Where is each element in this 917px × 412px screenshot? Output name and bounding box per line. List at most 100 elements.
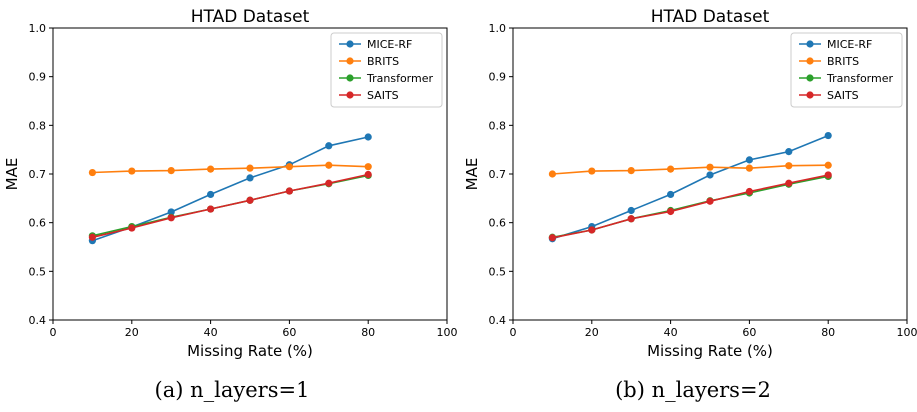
x-tick-label: 0 xyxy=(510,326,517,339)
x-tick-label: 0 xyxy=(50,326,57,339)
data-point xyxy=(167,166,175,175)
x-tick-label: 100 xyxy=(897,326,917,339)
data-point xyxy=(88,233,96,241)
y-tick-label: 0.9 xyxy=(489,71,507,84)
series-mice-rf xyxy=(548,131,832,243)
data-point xyxy=(627,206,635,215)
chart-title: HTAD Dataset xyxy=(651,7,770,27)
y-axis-label: MAE xyxy=(463,158,481,191)
data-point xyxy=(745,187,754,196)
series-line xyxy=(92,164,369,174)
data-point xyxy=(667,165,675,173)
legend-label: Transformer xyxy=(826,72,893,85)
x-tick-label: 60 xyxy=(282,326,296,339)
data-point xyxy=(588,167,596,175)
data-point xyxy=(627,215,635,223)
data-point xyxy=(745,156,754,164)
y-tick-label: 0.7 xyxy=(489,168,507,181)
x-tick-label: 40 xyxy=(204,326,218,339)
data-point xyxy=(246,174,254,182)
data-point xyxy=(325,142,333,150)
legend-label: BRITS xyxy=(827,55,859,68)
legend-box xyxy=(790,32,903,108)
data-point xyxy=(88,168,96,177)
legend-marker xyxy=(806,40,814,48)
y-tick-label: 0.8 xyxy=(489,119,507,132)
legend-label: SAITS xyxy=(827,89,859,102)
data-point xyxy=(588,226,596,234)
legend-marker xyxy=(806,74,814,82)
x-tick-label: 40 xyxy=(664,326,678,339)
legend-label: SAITS xyxy=(367,89,399,102)
series-line xyxy=(92,173,369,239)
legend-label: MICE-RF xyxy=(367,38,412,51)
y-tick-label: 1.0 xyxy=(29,22,47,35)
legend-label: Transformer xyxy=(366,72,433,85)
data-point xyxy=(785,148,793,156)
legend-marker xyxy=(346,74,354,82)
x-tick-label: 80 xyxy=(821,326,835,339)
data-point xyxy=(548,234,557,242)
legend-marker xyxy=(346,40,354,48)
data-point xyxy=(285,163,293,171)
series-line xyxy=(552,174,829,239)
data-point xyxy=(207,165,215,173)
x-axis-label: Missing Rate (%) xyxy=(647,342,773,360)
x-tick-label: 80 xyxy=(361,326,375,339)
data-point xyxy=(627,166,635,175)
chart-b: HTAD Dataset 0 20 40 60 80 100 0.4 0.5 0.6 0.7 0.8 0… xyxy=(463,7,917,360)
x-tick-label: 20 xyxy=(125,326,139,339)
data-point xyxy=(364,133,372,141)
y-axis-label: MAE xyxy=(3,158,21,191)
data-point xyxy=(706,163,714,171)
data-point xyxy=(785,179,793,187)
data-point xyxy=(706,197,714,205)
data-point xyxy=(706,171,714,179)
plot-frame xyxy=(52,27,448,321)
series-line xyxy=(552,134,829,240)
data-point xyxy=(207,190,215,199)
y-tick-label: 0.5 xyxy=(489,265,507,278)
data-point xyxy=(167,214,175,222)
x-tick-label: 60 xyxy=(742,326,756,339)
legend-box xyxy=(330,32,443,108)
data-point xyxy=(325,179,333,187)
legend-marker xyxy=(346,57,354,65)
caption-a: (a) n_layers=1 xyxy=(154,378,310,402)
data-point xyxy=(824,161,832,169)
data-point xyxy=(667,207,675,216)
data-point xyxy=(207,205,215,213)
legend-marker xyxy=(346,91,354,99)
data-point xyxy=(246,196,254,204)
data-point xyxy=(325,161,333,169)
data-point xyxy=(364,163,372,171)
data-point xyxy=(128,224,136,232)
legend-label: MICE-RF xyxy=(827,38,872,51)
y-tick-label: 0.8 xyxy=(29,119,47,132)
plot-frame xyxy=(512,27,908,321)
legend: MICE-RF BRITS Transformer SAITS xyxy=(790,32,903,108)
y-tick-label: 0.5 xyxy=(29,265,47,278)
y-tick-label: 0.6 xyxy=(29,217,47,230)
data-point xyxy=(364,170,372,179)
x-axis-label: Missing Rate (%) xyxy=(187,342,313,360)
y-tick-label: 0.7 xyxy=(29,168,47,181)
data-point xyxy=(167,208,175,216)
series-line xyxy=(552,164,829,175)
y-tick-label: 1.0 xyxy=(489,22,507,35)
data-point xyxy=(745,164,754,172)
y-tick-label: 0.4 xyxy=(489,314,507,327)
data-point xyxy=(824,131,832,140)
data-point xyxy=(246,164,254,172)
series-brits xyxy=(548,161,832,178)
legend: MICE-RF BRITS Transformer SAITS xyxy=(330,32,443,108)
series-saits xyxy=(88,170,372,241)
series-saits xyxy=(548,171,832,242)
y-tick-label: 0.9 xyxy=(29,71,47,84)
data-point xyxy=(824,171,832,179)
chart-a: HTAD Dataset 0 20 40 60 80 100 0.4 0.5 0.6 0.7 0.8 0… xyxy=(3,7,458,360)
caption-b: (b) n_layers=2 xyxy=(615,378,771,402)
x-tick-label: 20 xyxy=(585,326,599,339)
data-point xyxy=(785,162,793,170)
